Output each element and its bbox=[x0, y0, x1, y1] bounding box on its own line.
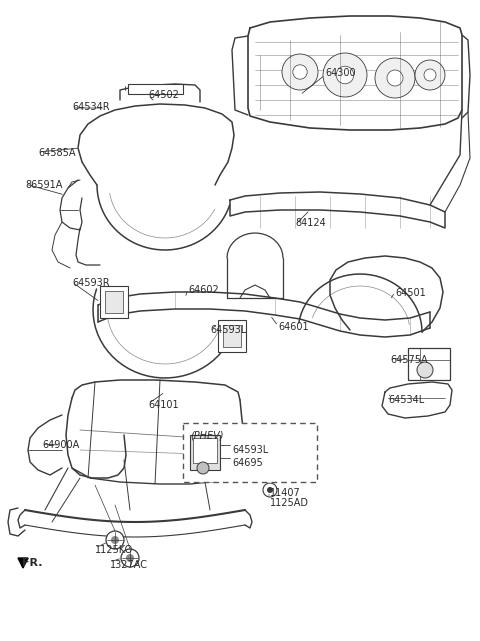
Circle shape bbox=[336, 66, 354, 84]
Circle shape bbox=[415, 60, 445, 90]
Text: (PHEV): (PHEV) bbox=[190, 430, 224, 440]
Text: 64300: 64300 bbox=[325, 68, 356, 78]
Bar bbox=[128, 84, 183, 94]
Text: 64501: 64501 bbox=[395, 288, 426, 298]
Text: 64593R: 64593R bbox=[72, 278, 109, 288]
Circle shape bbox=[293, 65, 307, 79]
Text: 84124: 84124 bbox=[295, 218, 326, 228]
Circle shape bbox=[263, 483, 277, 497]
Circle shape bbox=[417, 362, 433, 378]
Text: 64593L: 64593L bbox=[210, 325, 246, 335]
Circle shape bbox=[111, 536, 119, 544]
Circle shape bbox=[282, 54, 318, 90]
Circle shape bbox=[387, 70, 403, 86]
Circle shape bbox=[375, 58, 415, 98]
Bar bbox=[193, 438, 217, 463]
Bar bbox=[105, 291, 123, 313]
Text: 1327AC: 1327AC bbox=[110, 560, 148, 570]
Text: 86591A: 86591A bbox=[25, 180, 62, 190]
Text: 64101: 64101 bbox=[148, 400, 179, 410]
Circle shape bbox=[106, 531, 124, 549]
Text: FR.: FR. bbox=[22, 558, 43, 568]
Text: 1125AD: 1125AD bbox=[270, 498, 309, 508]
Text: 64534L: 64534L bbox=[388, 395, 424, 405]
Bar bbox=[408, 348, 450, 380]
Bar bbox=[100, 286, 128, 318]
Circle shape bbox=[197, 462, 209, 474]
Bar bbox=[223, 325, 241, 347]
Text: 1125KO: 1125KO bbox=[95, 545, 133, 555]
Circle shape bbox=[121, 549, 139, 567]
Circle shape bbox=[267, 487, 273, 493]
Bar bbox=[190, 435, 220, 470]
Text: 64575A: 64575A bbox=[390, 355, 428, 365]
Circle shape bbox=[424, 69, 436, 81]
Text: 64900A: 64900A bbox=[42, 440, 79, 450]
Text: 11407: 11407 bbox=[270, 488, 301, 498]
Text: 64601: 64601 bbox=[278, 322, 309, 332]
Text: 64593L: 64593L bbox=[232, 445, 268, 455]
Circle shape bbox=[126, 554, 134, 562]
Bar bbox=[218, 320, 246, 352]
Text: 64585A: 64585A bbox=[38, 148, 75, 158]
Text: 64534R: 64534R bbox=[72, 102, 109, 112]
Circle shape bbox=[323, 53, 367, 97]
FancyBboxPatch shape bbox=[183, 423, 317, 482]
Text: 64602: 64602 bbox=[188, 285, 219, 295]
Text: 64502: 64502 bbox=[148, 90, 179, 100]
Text: 64695: 64695 bbox=[232, 458, 263, 468]
Polygon shape bbox=[18, 558, 28, 568]
